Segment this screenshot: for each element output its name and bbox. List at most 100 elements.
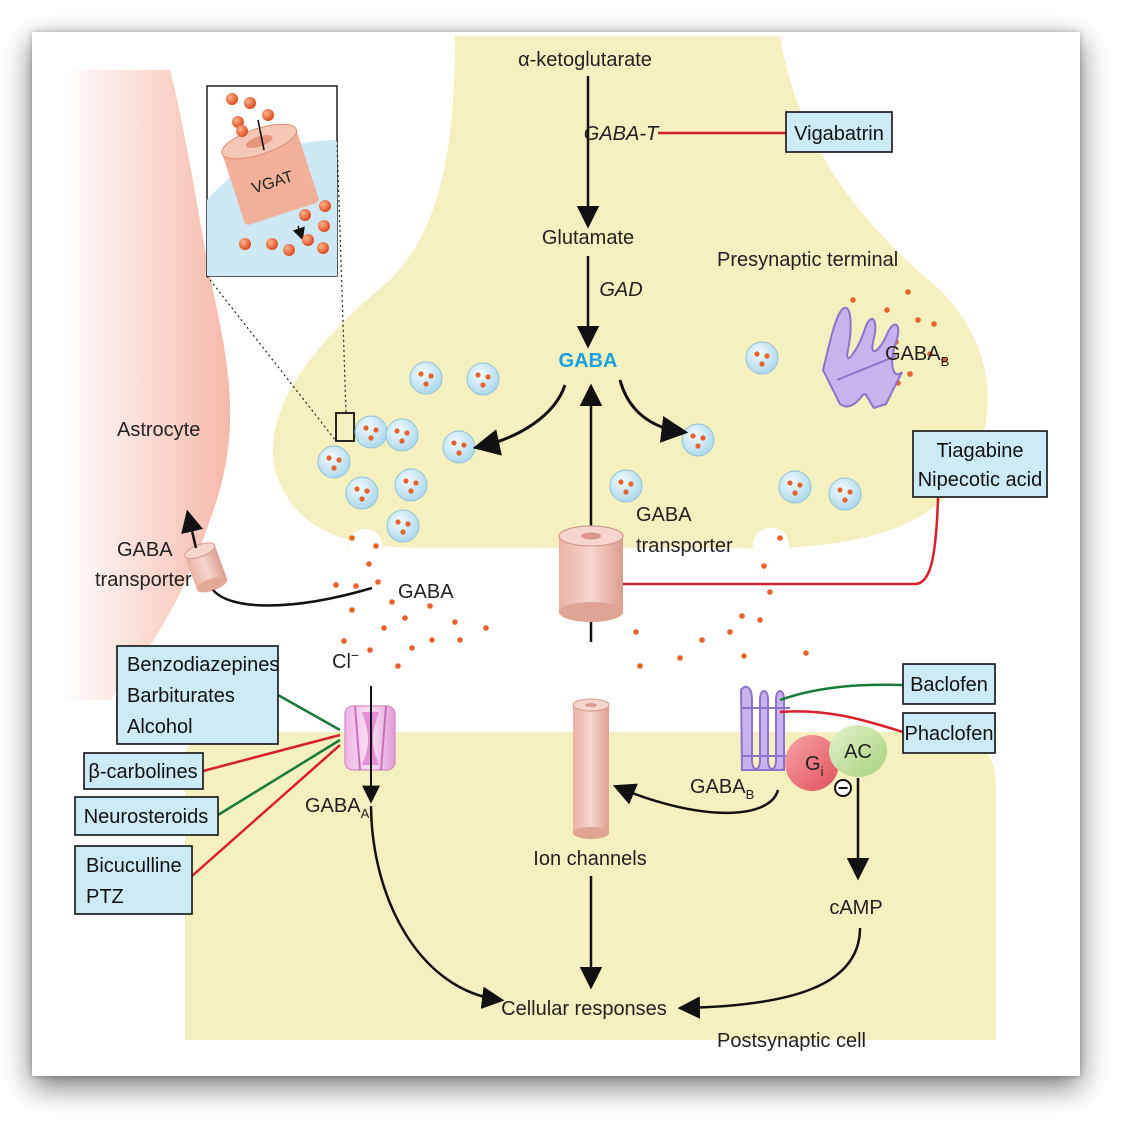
vigabatrin-label: Vigabatrin [794,123,884,145]
glutamate-label: Glutamate [542,227,634,249]
gaba-molecule [941,357,947,363]
vesicle-gaba-dot [405,521,411,527]
gaba-molecule [850,297,856,303]
ptz-label: PTZ [86,886,124,908]
baclofen-label: Baclofen [910,674,988,696]
gaba-molecule [699,637,705,643]
vesicle [317,445,351,479]
vesicle-gaba-dot [326,455,332,461]
gaba-b-presynaptic-receptor [821,306,903,410]
astrocyte-transporter-label-2: transporter [95,569,192,591]
bicuculline-box: Bicuculline PTZ [74,845,193,915]
gaba-molecule [483,625,489,631]
gaba-molecule [402,615,408,621]
astrocyte-transporter-label-1: GABA [117,539,173,561]
vesicle-gaba-dot [797,482,803,488]
vesicle-gaba-dot [403,478,409,484]
gaba-molecule [395,663,401,669]
astrocyte [60,70,231,700]
vesicle-gaba-dot [764,353,770,359]
vesicle-gaba-dot [754,351,760,357]
gaba-molecule [905,289,911,295]
vesicle-gaba-dot [792,490,798,496]
gaba-molecule [349,607,355,613]
vesicle [386,509,420,543]
presynaptic-gaba-transporter [558,525,624,622]
vesicle-gaba-dot [413,480,419,486]
gi-label: Gi [805,753,824,779]
beta-carbolines-box: β-carbolines [83,752,204,790]
astrocyte-gaba-transporter [184,542,228,593]
gaba-molecule [677,655,683,661]
chloride-ion-label: Cl− [332,647,359,673]
vesicle-gaba-dot [847,489,853,495]
gaba-molecule [429,637,435,643]
vesicle-gaba-dot [787,480,793,486]
vesicle-gaba-dot [408,488,414,494]
vesicle-gaba-dot [618,479,624,485]
gaba-molecule [637,663,643,669]
vigabatrin-box: Vigabatrin [785,111,893,153]
vesicle-gaba-dot [373,427,379,433]
gaba-molecule [931,321,937,327]
gaba-molecule [761,563,767,569]
gaba-b-postsynaptic-label: GABAB [690,776,754,802]
gaba-a-label: GABAA [305,795,370,821]
synaptic-vesicles [317,341,862,543]
vesicle [345,476,379,510]
alpha-ketoglutarate-label: α-ketoglutarate [518,49,652,71]
beta-carbolines-label: β-carbolines [88,761,197,783]
ion-channel [572,698,610,839]
vesicle [778,470,812,504]
gaba-molecule [452,619,458,625]
gaba-molecule [353,583,359,589]
gaba-molecule [333,582,339,588]
fusing-vesicle-right [751,526,791,549]
gaba-molecule [777,535,783,541]
gi-protein [785,735,839,791]
gaba-molecule [633,629,639,635]
vesicle [409,361,443,395]
vesicle-gaba-dot [451,440,457,446]
bicuculline-label: Bicuculline [86,855,182,877]
gaba-molecule [767,589,773,595]
gaba-molecule [757,617,763,623]
gaba-b-presynaptic-label: GABAB [885,343,949,369]
gaba-molecule [389,599,395,605]
nipecotic-acid-label: Nipecotic acid [918,469,1043,491]
ion-channels-label: Ion channels [533,848,646,870]
vesicle-gaba-dot [364,488,370,494]
vesicle [354,415,388,449]
gaba-molecule [741,653,747,659]
gaba-molecule [349,535,355,541]
gaba-molecule [375,579,381,585]
vesicle-gaba-dot [394,428,400,434]
vesicle-gaba-dot [331,465,337,471]
vesicle-gaba-dot [695,443,701,449]
vesicle-gaba-dot [363,425,369,431]
adenylyl-cyclase [829,725,887,777]
vesicle-gaba-dot [400,529,406,535]
inhibition-sign [834,779,852,797]
vesicle-gaba-dot [690,433,696,439]
phaclofen-label: Phaclofen [905,723,994,745]
gaba-molecule [341,638,347,644]
vesicle [745,341,779,375]
vesicle-gaba-dot [368,435,374,441]
gaba-molecule [727,629,733,635]
vesicle-gaba-dot [623,489,629,495]
presynaptic-transporter-label-2: transporter [636,535,733,557]
phaclofen-box: Phaclofen [902,712,996,754]
vesicle-gaba-dot [404,430,410,436]
gaba-molecule [457,637,463,643]
gad-label: GAD [599,279,642,301]
cellular-responses-label: Cellular responses [501,998,667,1020]
vgat-gaba-dots [226,93,331,256]
vesicle [609,469,643,503]
vesicle-gaba-dot [475,372,481,378]
ac-label: AC [844,741,872,763]
vesicle-gaba-dot [354,486,360,492]
vesicle-gaba-dot [461,442,467,448]
benzodiazepines-label: Benzodiazepines [127,654,279,676]
gaba-cleft-label: GABA [398,581,454,603]
